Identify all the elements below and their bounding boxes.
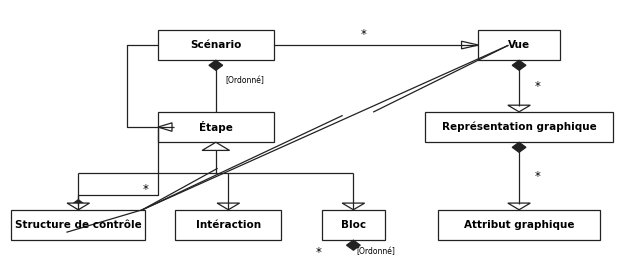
FancyBboxPatch shape [426,112,613,142]
FancyBboxPatch shape [11,210,145,240]
Polygon shape [508,105,530,112]
Text: [Ordonné]: [Ordonné] [357,248,396,256]
Text: *: * [316,246,322,259]
Text: Étape: Étape [199,121,233,133]
Text: Intéraction: Intéraction [196,220,261,230]
Text: Vue: Vue [508,40,530,50]
Polygon shape [342,203,365,210]
Polygon shape [209,60,223,70]
Text: Scénario: Scénario [190,40,242,50]
Polygon shape [71,200,85,210]
Text: *: * [535,80,540,93]
Polygon shape [461,41,478,49]
FancyBboxPatch shape [438,210,600,240]
Polygon shape [508,203,530,210]
Text: *: * [360,28,366,41]
Text: Représentation graphique: Représentation graphique [441,122,597,132]
Text: *: * [142,183,149,196]
Text: *: * [535,170,540,183]
Polygon shape [158,123,172,131]
Polygon shape [202,142,230,150]
Polygon shape [217,203,240,210]
Text: [Ordonné]: [Ordonné] [225,76,264,85]
Text: Attribut graphique: Attribut graphique [464,220,574,230]
Polygon shape [512,142,526,152]
FancyBboxPatch shape [478,30,560,60]
FancyBboxPatch shape [158,112,274,142]
FancyBboxPatch shape [158,30,274,60]
Polygon shape [512,60,526,70]
Text: Structure de contrôle: Structure de contrôle [15,220,142,230]
Text: Bloc: Bloc [341,220,366,230]
FancyBboxPatch shape [175,210,281,240]
Polygon shape [346,240,360,250]
Polygon shape [67,203,89,210]
FancyBboxPatch shape [322,210,385,240]
